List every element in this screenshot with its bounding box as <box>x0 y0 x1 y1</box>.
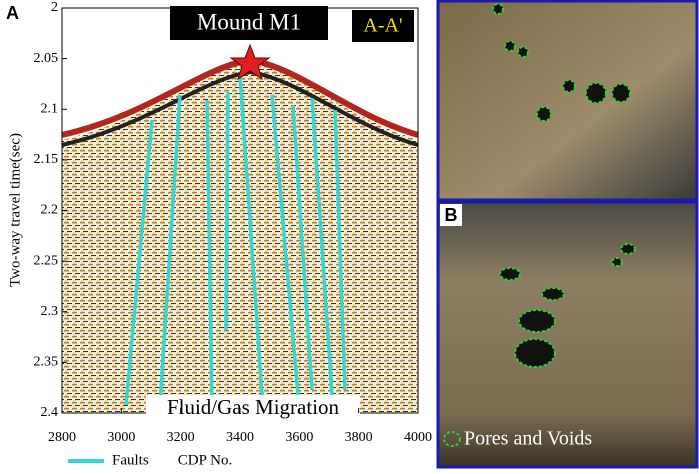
y-axis-label: Two-way travel time(sec) <box>7 133 23 287</box>
y-tick-label: 2.05 <box>34 51 59 66</box>
legend-label: Faults <box>112 452 149 468</box>
section-box <box>352 10 414 42</box>
photo-a <box>436 0 699 202</box>
panel-label: B <box>445 205 458 225</box>
y-tick-label: 2.25 <box>34 253 59 268</box>
x-axis-label: CDP No. <box>178 452 232 468</box>
x-tick-label: 4000 <box>404 430 432 445</box>
y-tick-label: 2.4 <box>41 405 59 420</box>
y-tick-label: 2.15 <box>34 152 59 167</box>
title-box <box>170 6 328 40</box>
seismic-plot: Mound M1 A-A' Fluid/Gas Migration <box>61 6 419 421</box>
y-tick-label: 2.35 <box>34 355 59 370</box>
y-tick-label: 2.2 <box>41 203 59 218</box>
chart-title: Mound M1 <box>197 9 301 34</box>
reflector <box>61 69 419 147</box>
y-tick-label: 2.3 <box>41 304 59 319</box>
star <box>229 43 271 81</box>
annotation: Fluid/Gas Migration <box>167 395 340 419</box>
y-tick-label: 2.1 <box>41 101 59 116</box>
y-tick-label: 2 <box>51 0 58 15</box>
legend-swatch <box>443 431 461 447</box>
x-tick-label: 3400 <box>226 430 254 445</box>
label-box <box>440 204 462 226</box>
photo <box>436 0 699 202</box>
annotation-box <box>146 395 360 421</box>
x-tick-label: 3800 <box>345 430 373 445</box>
photo <box>436 200 699 469</box>
photo-b: B Pores and Voids <box>436 200 699 469</box>
x-tick-label: 3200 <box>167 430 195 445</box>
x-tick-label: 3600 <box>285 430 313 445</box>
panel-label: A <box>6 3 19 23</box>
legend-label: Pores and Voids <box>464 428 592 450</box>
x-tick-label: 2800 <box>48 430 76 445</box>
x-tick-label: 3000 <box>107 430 135 445</box>
faults <box>124 74 347 406</box>
section-label: A-A' <box>363 15 402 37</box>
